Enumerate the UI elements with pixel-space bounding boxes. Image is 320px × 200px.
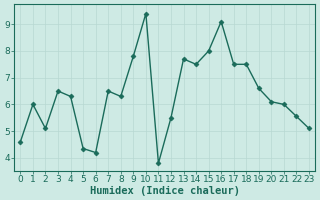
X-axis label: Humidex (Indice chaleur): Humidex (Indice chaleur) bbox=[90, 186, 240, 196]
